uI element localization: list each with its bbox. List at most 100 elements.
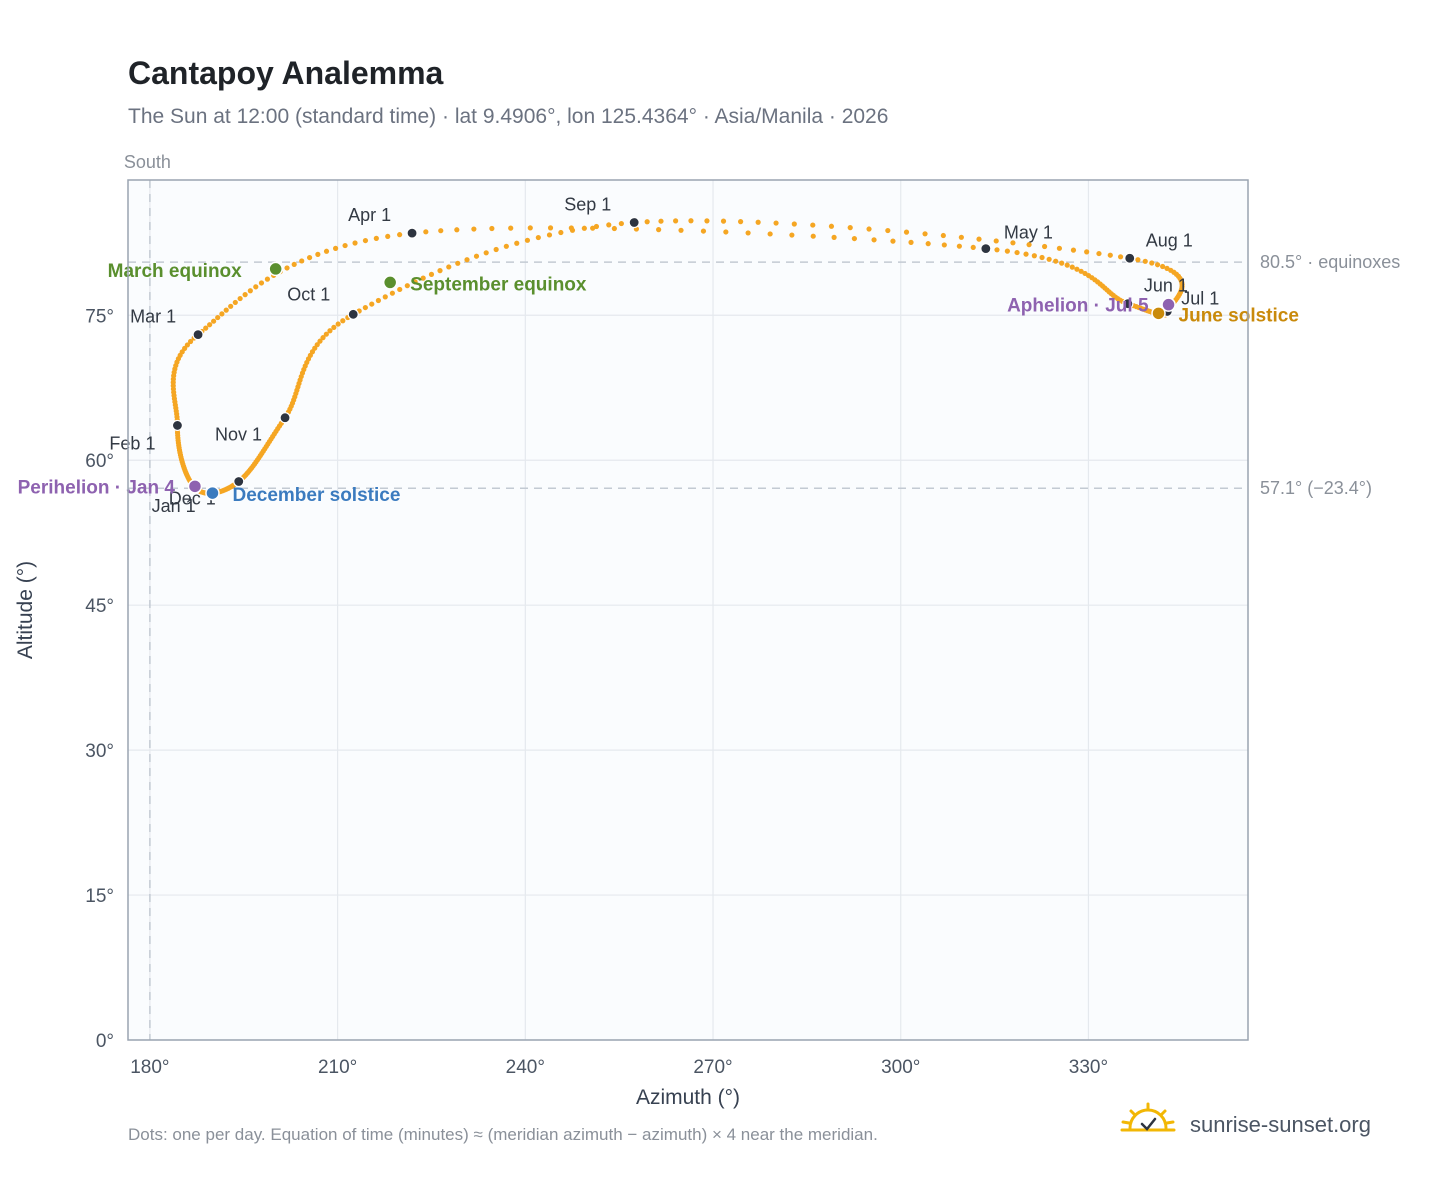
month-marker bbox=[1124, 252, 1136, 264]
daily-dot bbox=[1160, 263, 1166, 270]
daily-dot bbox=[182, 345, 188, 351]
y-tick-label: 60° bbox=[85, 451, 114, 472]
daily-dot bbox=[745, 230, 751, 236]
daily-dot bbox=[471, 226, 477, 232]
daily-dot bbox=[1010, 240, 1016, 246]
daily-dot bbox=[1059, 260, 1065, 266]
daily-dot bbox=[738, 219, 744, 225]
daily-dot bbox=[678, 227, 684, 233]
month-marker bbox=[628, 216, 640, 229]
daily-dot bbox=[247, 288, 253, 294]
daily-dot bbox=[242, 292, 248, 298]
daily-dot bbox=[455, 260, 461, 266]
daily-dot bbox=[1026, 242, 1032, 248]
daily-dot bbox=[237, 295, 243, 302]
month-marker-label: Dec 1 bbox=[169, 488, 216, 508]
daily-dot bbox=[1135, 257, 1141, 263]
daily-dot bbox=[941, 242, 947, 248]
event-marker bbox=[187, 479, 203, 494]
daily-dot bbox=[306, 254, 313, 261]
daily-dot bbox=[397, 286, 403, 293]
month-marker bbox=[192, 329, 204, 341]
event-marker bbox=[268, 261, 283, 277]
daily-dot bbox=[546, 232, 553, 238]
daily-dot bbox=[352, 240, 358, 246]
x-axis-label: Azimuth (°) bbox=[636, 1086, 740, 1109]
month-marker-label: Oct 1 bbox=[287, 284, 330, 304]
daily-dot bbox=[940, 232, 946, 239]
daily-dot bbox=[831, 234, 837, 240]
month-marker-label: Jan 1 bbox=[152, 496, 196, 516]
daily-dot bbox=[320, 335, 326, 341]
daily-dot bbox=[903, 229, 910, 235]
daily-dot bbox=[508, 225, 514, 231]
event-label: Aphelion · Jul 5 bbox=[1007, 296, 1149, 317]
month-marker bbox=[279, 412, 291, 424]
daily-dot bbox=[851, 235, 858, 242]
daily-dot bbox=[323, 248, 330, 254]
daily-dot bbox=[464, 257, 470, 263]
month-marker-label: Feb 1 bbox=[109, 433, 155, 453]
reference-line-label: 57.1° (−23.4°) bbox=[1260, 478, 1372, 498]
daily-dot bbox=[503, 243, 509, 249]
daily-dot bbox=[454, 227, 460, 233]
daily-dot bbox=[791, 221, 797, 227]
daily-dot bbox=[335, 321, 341, 327]
daily-dot bbox=[1149, 260, 1155, 266]
daily-dot bbox=[219, 311, 225, 317]
daily-dot bbox=[993, 238, 999, 244]
daily-dot bbox=[922, 231, 928, 237]
y-axis-label: Altitude (°) bbox=[14, 561, 37, 659]
daily-dot bbox=[688, 218, 694, 224]
daily-dot bbox=[1117, 254, 1124, 260]
daily-dot bbox=[1064, 262, 1070, 268]
month-marker-label: May 1 bbox=[1004, 223, 1053, 243]
daily-dot bbox=[535, 234, 541, 241]
daily-dot bbox=[473, 253, 480, 259]
sun-logo-icon bbox=[1120, 1102, 1176, 1132]
daily-dot bbox=[203, 325, 209, 331]
daily-dot bbox=[1096, 250, 1102, 257]
daily-dot bbox=[1142, 258, 1148, 264]
daily-dot bbox=[618, 220, 624, 227]
daily-dot bbox=[644, 219, 650, 225]
daily-dot bbox=[1056, 245, 1063, 251]
daily-dot bbox=[412, 279, 418, 285]
y-tick-label: 15° bbox=[85, 886, 114, 907]
daily-dot bbox=[493, 246, 499, 253]
daily-dot bbox=[446, 264, 452, 270]
daily-dot bbox=[810, 222, 816, 228]
brand-name: sunrise-sunset.org bbox=[1190, 1112, 1371, 1137]
y-tick-label: 0° bbox=[96, 1031, 114, 1052]
daily-dot bbox=[1107, 252, 1113, 258]
month-marker-label: Sep 1 bbox=[564, 195, 611, 215]
footnote: Dots: one per day. Equation of time (min… bbox=[128, 1125, 878, 1144]
daily-dot bbox=[404, 283, 410, 289]
month-marker-label: Apr 1 bbox=[348, 205, 391, 225]
month-marker-label: Mar 1 bbox=[130, 307, 176, 327]
daily-dot bbox=[215, 314, 221, 321]
daily-dot bbox=[1084, 249, 1090, 255]
daily-dot bbox=[332, 245, 339, 251]
daily-dot bbox=[375, 297, 382, 304]
x-tick-label: 300° bbox=[881, 1057, 920, 1078]
chart-title: Cantapoy Analemma bbox=[128, 55, 444, 91]
daily-dot bbox=[253, 284, 259, 290]
daily-dot bbox=[871, 237, 877, 243]
x-tick-label: 270° bbox=[693, 1057, 732, 1078]
month-marker bbox=[406, 227, 418, 239]
event-markers: March equinox September equinox December s… bbox=[18, 261, 1299, 506]
daily-dot bbox=[299, 258, 305, 264]
daily-dot bbox=[581, 225, 587, 231]
daily-dot bbox=[1070, 247, 1077, 253]
daily-dot bbox=[1004, 248, 1010, 254]
daily-dot bbox=[1074, 266, 1080, 272]
meridian-label: South bbox=[124, 152, 171, 172]
y-tick-label: 30° bbox=[85, 741, 114, 762]
daily-dot bbox=[397, 232, 403, 238]
daily-dot bbox=[890, 238, 896, 244]
daily-dot bbox=[547, 225, 554, 231]
daily-dot bbox=[342, 242, 348, 249]
daily-dot bbox=[258, 280, 265, 286]
daily-dot bbox=[524, 237, 531, 243]
